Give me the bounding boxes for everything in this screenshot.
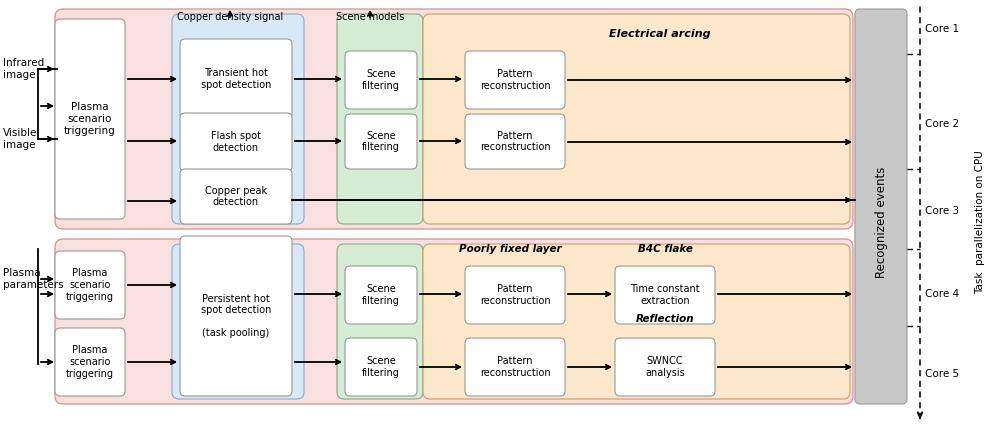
Text: Core 4: Core 4 <box>925 289 959 299</box>
Text: Flash spot
detection: Flash spot detection <box>211 131 261 153</box>
FancyBboxPatch shape <box>180 39 292 119</box>
FancyBboxPatch shape <box>55 328 125 396</box>
FancyBboxPatch shape <box>345 114 417 169</box>
Text: Persistent hot
spot detection

(task pooling): Persistent hot spot detection (task pool… <box>201 293 271 338</box>
Text: Scene
filtering: Scene filtering <box>362 69 400 91</box>
Text: Infrared
image: Infrared image <box>3 58 45 80</box>
FancyBboxPatch shape <box>180 169 292 224</box>
FancyBboxPatch shape <box>855 9 907 404</box>
Text: Core 3: Core 3 <box>925 206 959 216</box>
Text: Transient hot
spot detection: Transient hot spot detection <box>201 68 271 90</box>
Text: Time constant
extraction: Time constant extraction <box>631 284 700 306</box>
Text: Electrical arcing: Electrical arcing <box>609 29 711 39</box>
Text: Plasma
parameters: Plasma parameters <box>3 268 64 290</box>
Text: Reflection: Reflection <box>636 314 694 324</box>
FancyBboxPatch shape <box>465 338 565 396</box>
Text: Scene
filtering: Scene filtering <box>362 356 400 378</box>
FancyBboxPatch shape <box>423 244 850 399</box>
FancyBboxPatch shape <box>55 19 125 219</box>
FancyBboxPatch shape <box>465 266 565 324</box>
Text: Plasma
scenario
triggering: Plasma scenario triggering <box>66 268 114 301</box>
FancyBboxPatch shape <box>180 236 292 396</box>
FancyBboxPatch shape <box>172 14 304 224</box>
FancyBboxPatch shape <box>615 338 715 396</box>
FancyBboxPatch shape <box>337 14 423 224</box>
Text: Visible
image: Visible image <box>3 128 38 150</box>
FancyBboxPatch shape <box>180 113 292 171</box>
Text: Copper peak
detection: Copper peak detection <box>205 186 267 207</box>
FancyBboxPatch shape <box>337 244 423 399</box>
Text: Poorly fixed layer: Poorly fixed layer <box>459 244 561 254</box>
Text: Scene
filtering: Scene filtering <box>362 131 400 152</box>
Text: Scene
filtering: Scene filtering <box>362 284 400 306</box>
FancyBboxPatch shape <box>172 244 304 399</box>
FancyBboxPatch shape <box>345 338 417 396</box>
Text: Pattern
reconstruction: Pattern reconstruction <box>480 69 550 91</box>
Text: Plasma
scenario
triggering: Plasma scenario triggering <box>65 103 116 136</box>
Text: Pattern
reconstruction: Pattern reconstruction <box>480 284 550 306</box>
FancyBboxPatch shape <box>465 51 565 109</box>
FancyBboxPatch shape <box>345 51 417 109</box>
FancyBboxPatch shape <box>55 239 853 404</box>
FancyBboxPatch shape <box>55 251 125 319</box>
FancyBboxPatch shape <box>345 266 417 324</box>
Text: Copper density signal: Copper density signal <box>177 12 283 22</box>
FancyBboxPatch shape <box>423 14 850 224</box>
Text: Plasma
scenario
triggering: Plasma scenario triggering <box>66 346 114 379</box>
Text: Core 1: Core 1 <box>925 24 959 34</box>
Text: Core 2: Core 2 <box>925 119 959 129</box>
FancyBboxPatch shape <box>55 9 853 229</box>
Text: Core 5: Core 5 <box>925 369 959 379</box>
Text: Pattern
reconstruction: Pattern reconstruction <box>480 356 550 378</box>
Text: Task  parallelization on CPU: Task parallelization on CPU <box>975 150 985 294</box>
FancyBboxPatch shape <box>465 114 565 169</box>
Text: Scene models: Scene models <box>336 12 404 22</box>
FancyBboxPatch shape <box>615 266 715 324</box>
Text: SWNCC
analysis: SWNCC analysis <box>645 356 685 378</box>
Text: B4C flake: B4C flake <box>638 244 692 254</box>
Text: Recognized events: Recognized events <box>875 166 888 278</box>
Text: Pattern
reconstruction: Pattern reconstruction <box>480 131 550 152</box>
